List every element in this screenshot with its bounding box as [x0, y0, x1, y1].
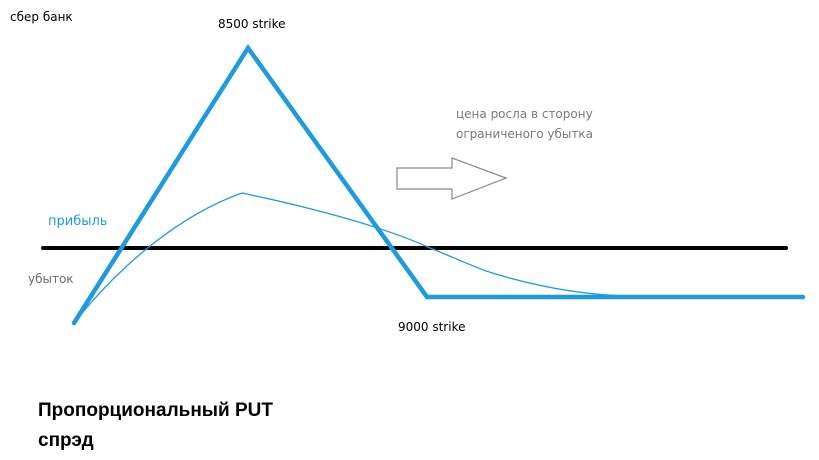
diagram-title: Пропорциональный PUT спрэд [38, 396, 358, 456]
payoff-at-expiry-line [71, 43, 806, 326]
bank-label: сбер банк [10, 10, 73, 24]
price-direction-note: цена росла в сторону ограниченого убытка [456, 104, 593, 144]
title-line-1: Пропорциональный PUT [38, 400, 273, 421]
right-arrow-outline-icon [396, 157, 508, 200]
title-line-2: спрэд [38, 430, 94, 451]
strike-low-label: 9000 strike [398, 320, 466, 334]
current-payoff-curve [73, 192, 801, 324]
loss-label: убыток [28, 272, 74, 286]
profit-label: прибыль [48, 214, 108, 229]
note-line-1: цена росла в сторону [456, 107, 593, 121]
strike-high-label: 8500 strike [218, 17, 286, 31]
note-line-2: ограниченого убытка [456, 127, 593, 141]
